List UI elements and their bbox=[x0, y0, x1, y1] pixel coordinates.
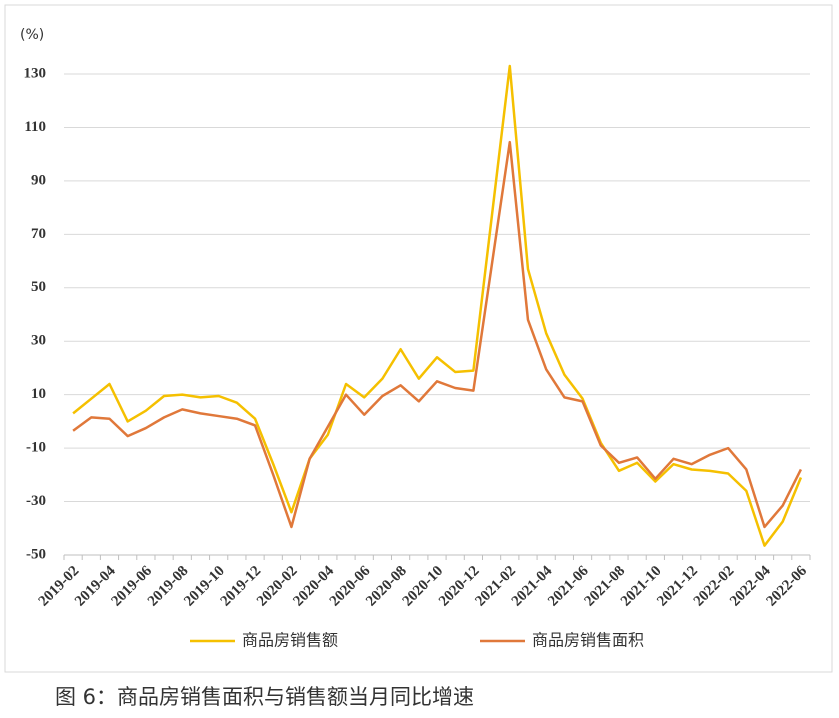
caption: 图 6：商品房销售面积与销售额当月同比增速 bbox=[55, 685, 474, 709]
series-line bbox=[72, 64, 803, 547]
y-tick-label: -50 bbox=[26, 546, 46, 562]
y-tick-label: 30 bbox=[31, 333, 46, 349]
y-tick-label: 50 bbox=[31, 279, 46, 295]
legend-label: 商品房销售额 bbox=[242, 631, 338, 650]
chart-frame bbox=[4, 4, 833, 673]
y-tick-label: -30 bbox=[26, 493, 46, 509]
y-tick-label: 110 bbox=[24, 119, 46, 135]
y-tick-label: 130 bbox=[24, 65, 47, 81]
y-tick-label: 90 bbox=[31, 172, 46, 188]
legend-label: 商品房销售面积 bbox=[532, 631, 644, 650]
y-tick-label: 10 bbox=[31, 386, 46, 402]
series-line bbox=[72, 140, 803, 529]
y-tick-label: 70 bbox=[31, 226, 46, 242]
y-axis-label: (%) bbox=[20, 27, 44, 43]
y-tick-label: -10 bbox=[26, 440, 46, 456]
x-tick-label: 2022-06 bbox=[763, 563, 810, 610]
